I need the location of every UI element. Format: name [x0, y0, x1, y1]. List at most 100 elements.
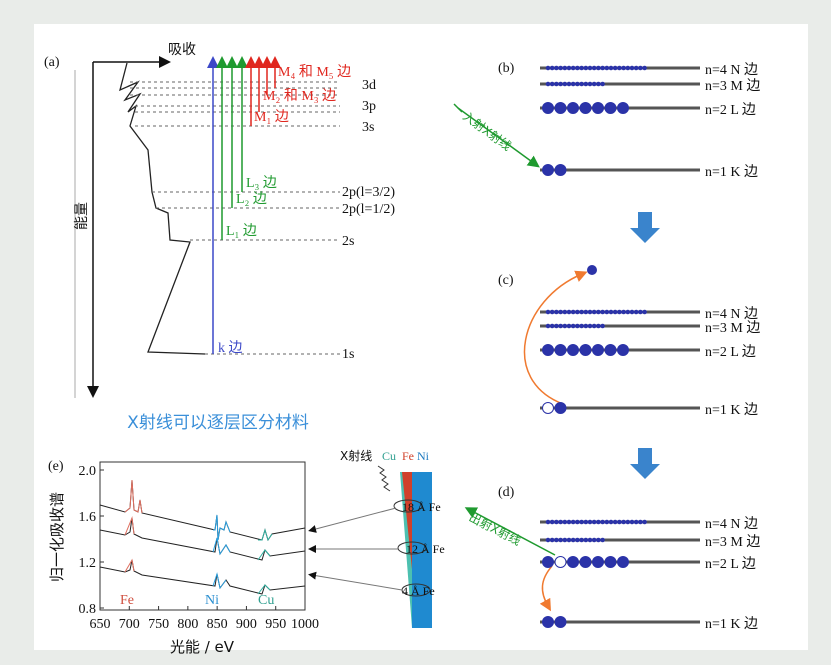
electron [622, 310, 626, 314]
electron [555, 310, 559, 314]
electron [571, 310, 575, 314]
layer-label: Ni [417, 449, 430, 463]
electron [592, 324, 596, 328]
electron [543, 557, 554, 568]
electron [559, 538, 563, 542]
electron [580, 103, 591, 114]
x-axis-title: 光能 / eV [170, 638, 235, 656]
electron [588, 82, 592, 86]
electron [630, 310, 634, 314]
electron [584, 66, 588, 70]
electron [643, 310, 647, 314]
electron [563, 82, 567, 86]
x-tick-label: 900 [236, 617, 257, 632]
electron [613, 310, 617, 314]
absorb-label: 吸收 [168, 42, 196, 58]
electron [555, 82, 559, 86]
thickness-label: 12 Å Fe [406, 542, 445, 556]
electron [550, 520, 554, 524]
electron [634, 66, 638, 70]
shell-label: n=4 N 边 [705, 306, 758, 322]
electron [593, 345, 604, 356]
electron [568, 557, 579, 568]
electron [605, 520, 609, 524]
level-label: 3p [362, 99, 376, 114]
electron [543, 103, 554, 114]
electron [580, 538, 584, 542]
shell-label: n=4 N 边 [705, 62, 758, 78]
electron [643, 520, 647, 524]
level-label: 2s [342, 234, 354, 249]
y-axis-title: 归一化吸收谱 [48, 492, 66, 582]
y-tick-label: 1.2 [79, 556, 97, 571]
electron [597, 310, 601, 314]
electron [605, 103, 616, 114]
thickness-label: 4 Å Fe [402, 584, 435, 598]
electron [588, 538, 592, 542]
electron [571, 538, 575, 542]
electron [601, 520, 605, 524]
edge-label: L₃ 边 [246, 175, 277, 191]
element-label: Ni [205, 593, 219, 608]
electron [580, 520, 584, 524]
shell-label: n=3 M 边 [705, 534, 760, 550]
shell-label: n=2 L 边 [705, 556, 756, 572]
electron [571, 520, 575, 524]
electron [626, 310, 630, 314]
x-tick-label: 950 [265, 617, 286, 632]
electron [559, 82, 563, 86]
x-tick-label: 850 [207, 617, 228, 632]
electron [588, 324, 592, 328]
electron [639, 520, 643, 524]
electron [601, 324, 605, 328]
electron [559, 520, 563, 524]
electron [618, 557, 629, 568]
electron [546, 82, 550, 86]
electron [588, 310, 592, 314]
x-tick-label: 800 [177, 617, 198, 632]
electron [576, 538, 580, 542]
edge-label: M₁ 边 [254, 109, 289, 125]
electron [580, 82, 584, 86]
element-label: Fe [120, 593, 134, 608]
electron [546, 520, 550, 524]
shell-label: n=3 M 边 [705, 320, 760, 336]
electron [550, 66, 554, 70]
electron [597, 538, 601, 542]
electron [584, 324, 588, 328]
electron [592, 66, 596, 70]
thickness-label: 18 Å Fe [402, 500, 441, 514]
y-tick-label: 0.8 [79, 602, 97, 617]
electron [630, 66, 634, 70]
electron [592, 310, 596, 314]
electron [609, 520, 613, 524]
electron [605, 310, 609, 314]
hole [543, 403, 554, 414]
electron [605, 345, 616, 356]
shell-label: n=1 K 边 [705, 164, 758, 180]
electron [576, 520, 580, 524]
electron [622, 520, 626, 524]
electron [630, 520, 634, 524]
shell-label: n=3 M 边 [705, 78, 760, 94]
electron [618, 310, 622, 314]
electron [597, 66, 601, 70]
electron [567, 538, 571, 542]
electron [550, 82, 554, 86]
electron [618, 345, 629, 356]
electron [592, 538, 596, 542]
layer-label: Cu [382, 449, 396, 463]
electron [613, 520, 617, 524]
electron [597, 520, 601, 524]
ejected-electron [587, 265, 597, 275]
electron [634, 520, 638, 524]
electron [622, 66, 626, 70]
edge-label: L₂ 边 [236, 191, 267, 207]
figure: (a) 吸收 能量 3d 3p 3s 2p(l=3/2) 2p(l=1/2) 2… [0, 0, 831, 665]
panel-label: (c) [498, 273, 514, 288]
electron [593, 557, 604, 568]
electron [584, 310, 588, 314]
x-tick-label: 700 [119, 617, 140, 632]
electron [563, 520, 567, 524]
electron [584, 538, 588, 542]
